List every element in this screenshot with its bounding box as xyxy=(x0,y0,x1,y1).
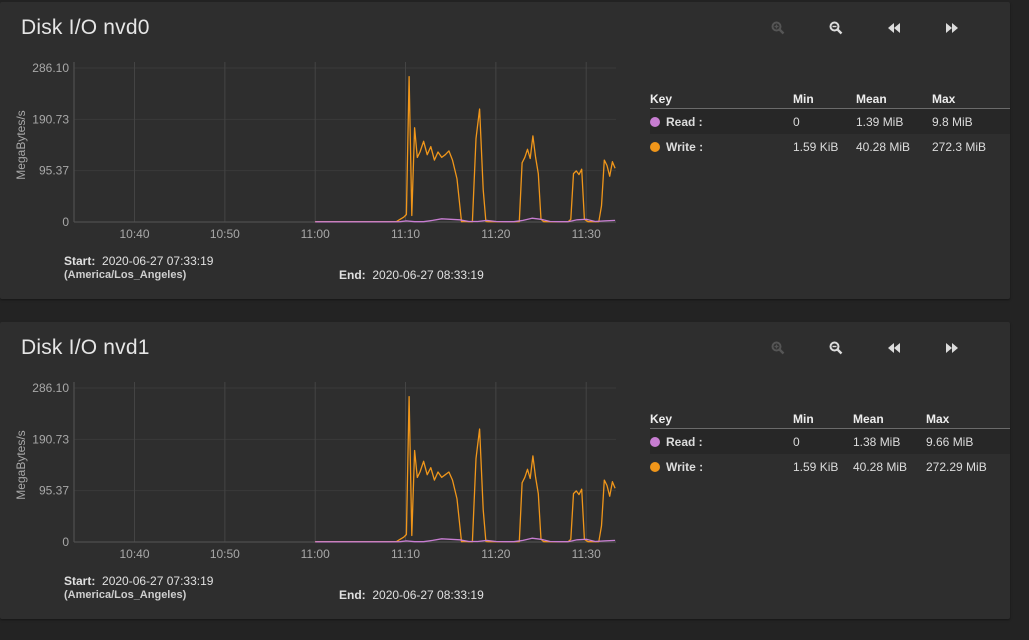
legend-mean: 1.39 MiB xyxy=(856,115,904,129)
legend-header-key: Key xyxy=(650,412,673,426)
y-axis-label: MegaBytes/s xyxy=(14,110,28,179)
y-tick-label: 286.10 xyxy=(32,61,69,75)
legend-max: 9.66 MiB xyxy=(926,435,974,449)
series-line-read xyxy=(315,217,616,223)
y-tick-label: 190.73 xyxy=(32,432,69,446)
series-line-read xyxy=(315,537,616,543)
legend-header-max: Max xyxy=(932,92,956,106)
timezone-label: (America/Los_Angeles) xyxy=(64,269,187,281)
legend-header-min: Min xyxy=(793,92,814,106)
step-forward-button[interactable] xyxy=(939,17,965,39)
x-tick-label: 11:00 xyxy=(301,227,330,241)
legend-header: Key Min Mean Max xyxy=(650,410,1010,429)
x-tick-label: 11:20 xyxy=(481,547,510,561)
start-time: Start: 2020-06-27 07:33:19 (America/Los_… xyxy=(64,574,213,601)
legend-min: 0 xyxy=(793,435,800,449)
read-dot-icon xyxy=(650,437,660,447)
y-tick-label: 190.73 xyxy=(32,112,69,126)
legend-mean: 40.28 MiB xyxy=(853,460,908,474)
x-tick-label: 11:30 xyxy=(572,547,601,561)
y-tick-label: 0 xyxy=(62,535,69,549)
legend-series-name: Write : xyxy=(666,140,704,154)
timezone-label: (America/Los_Angeles) xyxy=(64,589,187,601)
write-dot-icon xyxy=(650,142,660,152)
fast-forward-icon xyxy=(945,23,959,33)
series-line-write xyxy=(315,396,616,543)
x-tick-label: 10:50 xyxy=(210,227,240,241)
zoom-in-icon xyxy=(771,341,785,355)
start-value: 2020-06-27 07:33:19 xyxy=(102,574,214,588)
start-value: 2020-06-27 07:33:19 xyxy=(102,254,214,268)
legend-series-name: Write : xyxy=(666,460,704,474)
legend-max: 272.3 MiB xyxy=(932,140,987,154)
zoom-out-button[interactable] xyxy=(823,337,849,359)
legend-header-max: Max xyxy=(926,412,950,426)
series-line-write xyxy=(315,76,616,223)
x-tick-label: 11:20 xyxy=(481,227,510,241)
legend-header: Key Min Mean Max xyxy=(650,90,1010,109)
zoom-in-button[interactable] xyxy=(765,17,791,39)
write-dot-icon xyxy=(650,462,660,472)
zoom-in-button[interactable] xyxy=(765,337,791,359)
legend-mean: 40.28 MiB xyxy=(856,140,911,154)
panel-title: Disk I/O nvd1 xyxy=(21,336,150,359)
y-tick-label: 286.10 xyxy=(32,381,69,395)
end-value: 2020-06-27 08:33:19 xyxy=(372,588,484,602)
x-tick-label: 10:40 xyxy=(120,547,150,561)
end-time: End: 2020-06-27 08:33:19 xyxy=(339,268,484,282)
legend-header-mean: Mean xyxy=(856,92,887,106)
zoom-out-button[interactable] xyxy=(823,17,849,39)
legend-min: 1.59 KiB xyxy=(793,460,839,474)
legend-series-name: Read : xyxy=(666,115,703,129)
disk-io-chart-nvd0: 0 95.37 190.73 286.10 10:40 10:50 11:00 11:10 11… xyxy=(14,61,616,241)
y-tick-label: 0 xyxy=(62,215,69,229)
legend-min: 0 xyxy=(793,115,800,129)
legend-row-write: Write : 1.59 KiB 40.28 MiB 272.29 MiB xyxy=(650,454,1010,479)
legend-row-write: Write : 1.59 KiB 40.28 MiB 272.3 MiB xyxy=(650,134,1010,159)
step-back-button[interactable] xyxy=(881,17,907,39)
legend-header-mean: Mean xyxy=(853,412,884,426)
y-axis-label: MegaBytes/s xyxy=(14,430,28,499)
fast-forward-icon xyxy=(945,343,959,353)
start-label: Start: xyxy=(64,574,96,588)
end-value: 2020-06-27 08:33:19 xyxy=(372,268,484,282)
legend-table: Key Min Mean Max Read : 0 1.39 MiB 9.8 M… xyxy=(650,90,1010,159)
legend-max: 272.29 MiB xyxy=(926,460,987,474)
x-tick-label: 11:10 xyxy=(391,227,420,241)
legend-table: Key Min Mean Max Read : 0 1.38 MiB 9.66 … xyxy=(650,410,1010,479)
x-tick-label: 11:30 xyxy=(572,227,601,241)
disk-io-panel-nvd0: Disk I/O nvd0 0 95.37 190.73 286.10 10:40 10:… xyxy=(0,2,1010,299)
x-tick-label: 10:50 xyxy=(210,547,240,561)
legend-header-min: Min xyxy=(793,412,814,426)
x-tick-label: 11:10 xyxy=(391,547,420,561)
zoom-out-icon xyxy=(829,21,843,35)
rewind-icon xyxy=(887,23,901,33)
x-tick-label: 11:00 xyxy=(301,547,330,561)
step-back-button[interactable] xyxy=(881,337,907,359)
step-forward-button[interactable] xyxy=(939,337,965,359)
zoom-out-icon xyxy=(829,341,843,355)
legend-row-read: Read : 0 1.38 MiB 9.66 MiB xyxy=(650,429,1010,454)
y-tick-label: 95.37 xyxy=(39,164,69,178)
legend-row-read: Read : 0 1.39 MiB 9.8 MiB xyxy=(650,109,1010,134)
disk-io-panel-nvd1: Disk I/O nvd1 0 95.37 190.73 286.10 10:40 10:… xyxy=(0,322,1010,619)
start-label: Start: xyxy=(64,254,96,268)
panel-title: Disk I/O nvd0 xyxy=(21,16,150,39)
disk-io-chart-nvd1: 0 95.37 190.73 286.10 10:40 10:50 11:00 11:10 11… xyxy=(14,381,616,561)
legend-min: 1.59 KiB xyxy=(793,140,839,154)
end-label: End: xyxy=(339,268,366,282)
rewind-icon xyxy=(887,343,901,353)
end-label: End: xyxy=(339,588,366,602)
y-tick-label: 95.37 xyxy=(39,484,69,498)
start-time: Start: 2020-06-27 07:33:19 (America/Los_… xyxy=(64,254,213,281)
read-dot-icon xyxy=(650,117,660,127)
end-time: End: 2020-06-27 08:33:19 xyxy=(339,588,484,602)
legend-series-name: Read : xyxy=(666,435,703,449)
legend-max: 9.8 MiB xyxy=(932,115,973,129)
zoom-in-icon xyxy=(771,21,785,35)
x-tick-label: 10:40 xyxy=(120,227,150,241)
legend-header-key: Key xyxy=(650,92,673,106)
legend-mean: 1.38 MiB xyxy=(853,435,901,449)
